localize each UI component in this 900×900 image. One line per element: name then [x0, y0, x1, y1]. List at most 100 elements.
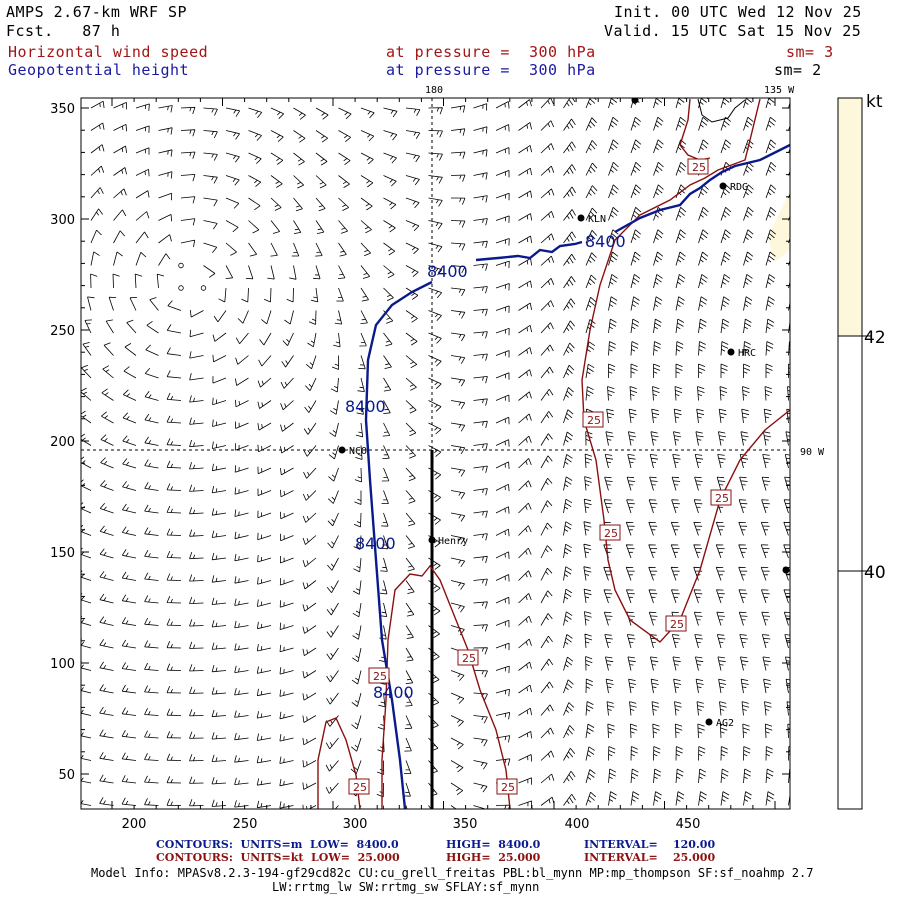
wind-barb	[248, 152, 262, 164]
svg-text:25: 25	[670, 618, 684, 631]
wind-barb	[695, 678, 704, 694]
wind-barb	[234, 710, 249, 718]
wind-barb	[693, 589, 703, 604]
wind-barb	[518, 280, 532, 289]
wind-barb	[518, 258, 532, 266]
height-label-4: 8400	[355, 534, 396, 553]
wind-barb	[279, 689, 294, 697]
wind-barb	[303, 467, 317, 479]
wind-barb	[473, 308, 488, 316]
wind-barb	[256, 778, 272, 786]
wind-barb	[234, 688, 249, 696]
wind-barb	[450, 557, 466, 568]
wind-barb	[675, 363, 683, 378]
wind-barb	[693, 611, 703, 626]
wind-barb	[630, 206, 642, 221]
wind-barb	[248, 130, 262, 141]
wind-barb	[167, 300, 182, 311]
wind-barb	[630, 229, 641, 244]
wind-barb	[235, 399, 249, 408]
wind-barb	[282, 332, 294, 346]
wind-barb	[720, 791, 730, 806]
wind-barb	[563, 231, 576, 244]
wind-barb	[405, 467, 416, 482]
wind-barb	[248, 107, 263, 119]
wind-barb	[203, 107, 218, 116]
wind-barb	[473, 263, 488, 271]
wind-barb	[113, 102, 127, 110]
station-nco: NCO	[338, 446, 367, 457]
wind-barb	[351, 715, 362, 730]
wind-barb	[99, 661, 114, 671]
wind-contour-info-c: INTERVAL= 25.000	[584, 851, 716, 864]
wind-barb	[720, 341, 729, 356]
wind-barb	[583, 543, 592, 559]
wind-barb	[585, 656, 593, 671]
wind-barb	[717, 454, 726, 469]
wind-barb	[473, 240, 488, 249]
wind-barb	[256, 755, 272, 764]
wind-barb	[764, 723, 773, 739]
wind-barb	[585, 723, 595, 739]
wind-barb	[99, 684, 114, 694]
field1-smoothing: sm= 3	[786, 43, 834, 61]
wind-barb	[166, 415, 182, 424]
wind-barb	[383, 287, 394, 301]
wind-barb	[327, 557, 339, 571]
wind-barb	[218, 287, 227, 303]
wind-barb	[99, 525, 114, 536]
wind-barb	[738, 611, 748, 626]
wind-barb	[135, 103, 150, 111]
wind-barb	[675, 184, 687, 199]
y-axis-labels: 50 100 150 200 250 300 350	[50, 102, 75, 783]
wind-barb	[698, 363, 706, 378]
wind-barb	[518, 615, 532, 626]
height-contour-ne	[614, 143, 790, 234]
model-info-line-1: Model Info: MPASv8.2.3-194-gf29cd82c CU:…	[91, 866, 814, 880]
wind-barb	[203, 175, 218, 184]
station-top-edge	[631, 98, 639, 104]
x-tick-450: 450	[676, 817, 701, 832]
wind-barb	[788, 319, 790, 334]
wind-barb	[113, 251, 123, 266]
axis-ticks	[81, 98, 790, 809]
wind-barb	[540, 433, 553, 446]
wind-barb	[166, 528, 182, 536]
wind-barb	[653, 274, 663, 289]
wind-barb	[405, 557, 415, 572]
wind-barb	[156, 273, 165, 289]
wind-barb	[563, 748, 576, 761]
wind-barb	[166, 663, 182, 671]
wind-barb	[698, 791, 707, 806]
wind-barb	[113, 167, 127, 176]
wind-barb	[144, 482, 159, 491]
wind-barb	[129, 297, 138, 311]
wind-barb	[326, 625, 339, 638]
wind-barb	[648, 521, 658, 536]
wind-barb	[315, 130, 328, 143]
wind-barb	[606, 701, 615, 716]
wind-barb	[211, 597, 227, 605]
wind-barb	[450, 310, 466, 319]
wind-barb	[563, 253, 576, 266]
wind-barb	[518, 190, 532, 199]
wind-barb	[212, 397, 227, 406]
wind-barb	[720, 318, 730, 334]
wind-barb	[90, 165, 105, 176]
wind-barb	[473, 782, 488, 793]
wind-barb	[263, 287, 272, 303]
wind-barb	[693, 499, 703, 514]
wind-barb	[740, 678, 749, 694]
wind-barb	[698, 768, 707, 784]
wind-barb	[270, 107, 284, 119]
wind-barb	[653, 318, 662, 334]
wind-barb	[563, 431, 574, 446]
wind-barb	[144, 640, 159, 649]
wind-barb	[144, 753, 159, 761]
wind-barb	[450, 128, 466, 136]
wind-barb	[328, 445, 339, 460]
wind-barb	[788, 363, 790, 378]
wind-barb	[716, 611, 725, 626]
wind-barb	[327, 490, 339, 504]
wind-barb	[671, 476, 681, 491]
